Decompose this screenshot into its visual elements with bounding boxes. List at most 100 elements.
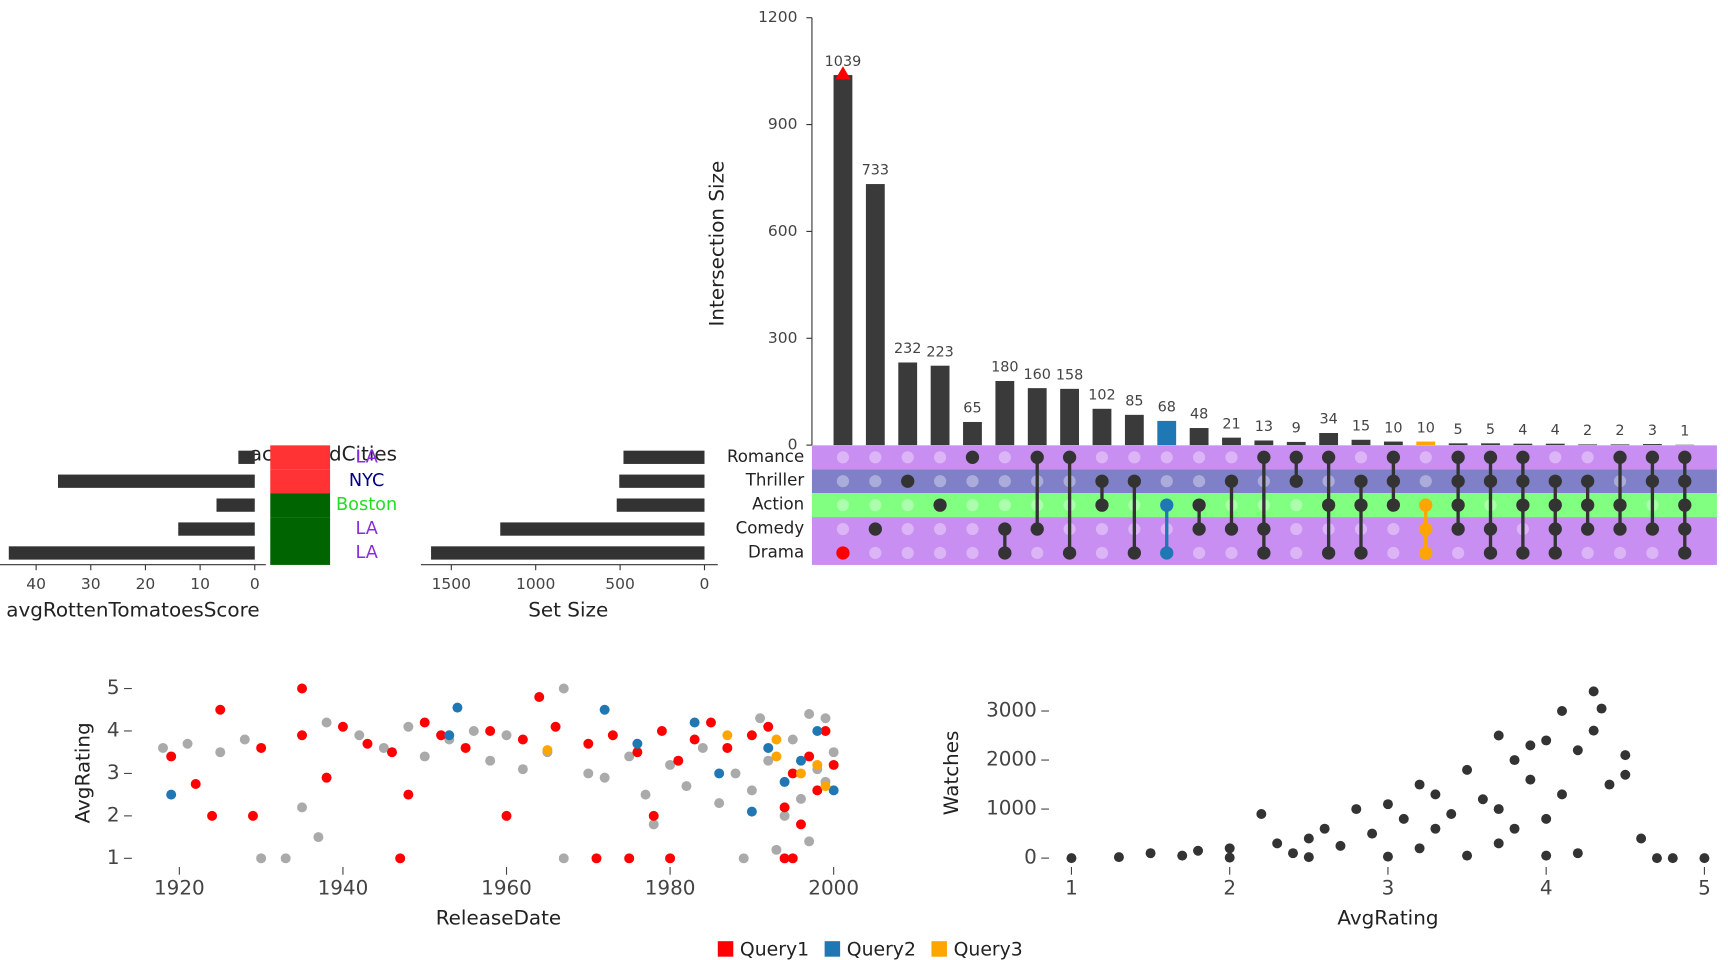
point [1177,850,1188,861]
value-label: 4 [1551,422,1560,438]
point [812,725,823,736]
x-tick-label: 1940 [318,877,369,900]
empty-dot [1290,499,1303,512]
value-label: 68 [1158,400,1176,416]
y-tick-label: 3 [107,761,120,784]
member-dot [1321,546,1336,560]
point [763,742,774,753]
empty-dot [869,546,882,560]
x-tick-label: 2000 [808,877,859,900]
point [755,713,766,724]
point [337,721,348,732]
member-dot [1386,498,1401,512]
y-tick-label: 3000 [986,699,1037,722]
member-dot [1580,522,1595,536]
empty-dot [1290,546,1303,560]
point [1414,843,1425,854]
point [1462,850,1473,861]
set-label: Drama [748,542,804,561]
member-dot [1030,522,1044,536]
set-size-bar [623,450,705,464]
bar [1416,441,1436,446]
empty-dot [1225,451,1238,464]
set-label: Romance [727,447,804,466]
member-dot [1419,522,1433,536]
bar [1610,444,1630,446]
x-tick-label: 1960 [481,877,532,900]
empty-dot [836,475,850,488]
member-dot [1062,546,1077,560]
empty-dot [1581,546,1594,560]
x-tick-label: 1500 [432,575,471,593]
empty-dot [1549,451,1562,464]
empty-dot [1095,522,1109,536]
x-tick-label: 3 [1382,877,1395,900]
empty-dot [1354,451,1368,464]
empty-dot [901,499,914,512]
point [550,721,561,732]
empty-dot [933,522,947,536]
point [321,717,332,728]
member-dot [1127,546,1142,560]
member-dot [1483,546,1498,560]
x-tick-label: 10 [190,575,210,593]
x-tick-label: 500 [605,575,635,593]
point [1525,774,1536,785]
member-dot [1451,450,1465,464]
point [665,853,676,864]
empty-dot [1193,475,1206,488]
empty-dot [869,451,882,464]
member-dot [1354,498,1368,512]
member-dot [1257,522,1271,536]
member-dot [1386,474,1401,488]
empty-dot [966,522,979,536]
empty-dot [1290,522,1303,536]
empty-dot [1646,546,1659,560]
member-dot [1451,498,1465,512]
y-tick-label: 0 [788,436,798,454]
point [1596,703,1607,714]
member-dot [1289,474,1303,488]
empty-dot [998,451,1011,464]
point [1066,853,1077,864]
empty-dot [1095,451,1109,464]
empty-dot [998,475,1011,488]
point [1303,852,1314,863]
member-dot [1451,522,1465,536]
point [378,742,389,753]
city-label: NYC [349,471,384,491]
point [501,810,512,821]
point [779,802,790,813]
set-label: Thriller [745,471,805,490]
set-size-bar [500,522,705,536]
point [297,730,308,741]
empty-dot [901,546,914,560]
point [714,768,725,779]
point [1620,750,1631,761]
point [444,730,455,741]
point [1224,852,1235,863]
x-tick-label: 0 [700,575,710,593]
point [542,745,553,756]
set-size-bar [431,546,705,560]
member-dot [1192,522,1206,536]
point [804,709,815,719]
empty-dot [1193,546,1206,560]
point [656,725,667,736]
point [166,789,177,800]
point [787,768,798,779]
x-tick-label: 20 [136,575,156,593]
point [1113,852,1124,863]
empty-dot [1160,451,1173,464]
y-tick-label: 600 [768,222,798,240]
bar [1060,388,1080,446]
empty-dot [836,522,850,536]
empty-dot [1095,546,1109,560]
member-dot [1516,474,1530,488]
point [583,768,594,779]
point [1446,808,1457,819]
point [419,717,430,728]
value-label: 5 [1486,422,1495,438]
point [247,810,258,821]
empty-dot [966,546,979,560]
